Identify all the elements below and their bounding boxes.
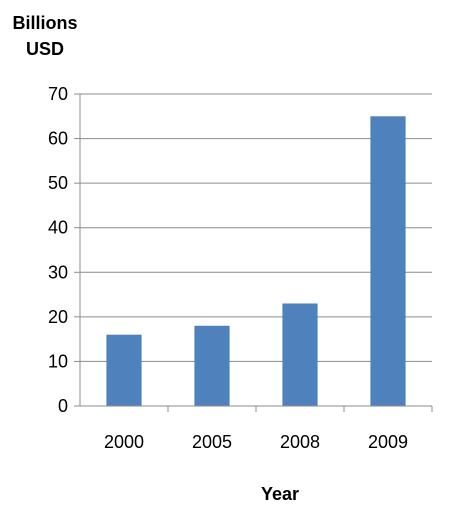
y-axis-label: Billions USD <box>8 10 82 62</box>
y-axis-label-line-1: Billions <box>12 13 78 33</box>
y-tick-label: 0 <box>58 396 68 416</box>
x-axis-title: Year <box>261 484 299 504</box>
bars <box>106 116 406 407</box>
y-tick-label: 20 <box>48 307 68 327</box>
bar-2005 <box>194 325 230 406</box>
y-tick-label: 40 <box>48 218 68 238</box>
y-tick-label: 30 <box>48 262 68 282</box>
axes <box>74 93 433 412</box>
bar-2009 <box>370 116 406 407</box>
x-tick-labels: 2000 2005 2008 2009 <box>104 432 408 452</box>
bar-2008 <box>282 303 318 406</box>
y-tick-label: 10 <box>48 351 68 371</box>
y-tick-label: 60 <box>48 129 68 149</box>
x-tick-label: 2008 <box>280 432 320 452</box>
x-tick-label: 2000 <box>104 432 144 452</box>
bar-2000 <box>106 334 142 406</box>
x-tick-label: 2005 <box>192 432 232 452</box>
y-tick-label: 50 <box>48 173 68 193</box>
x-tick-label: 2009 <box>368 432 408 452</box>
y-tick-labels: 0 10 20 30 40 50 60 70 <box>48 84 68 416</box>
y-tick-label: 70 <box>48 84 68 104</box>
y-axis-label-line-2: USD <box>25 39 64 59</box>
